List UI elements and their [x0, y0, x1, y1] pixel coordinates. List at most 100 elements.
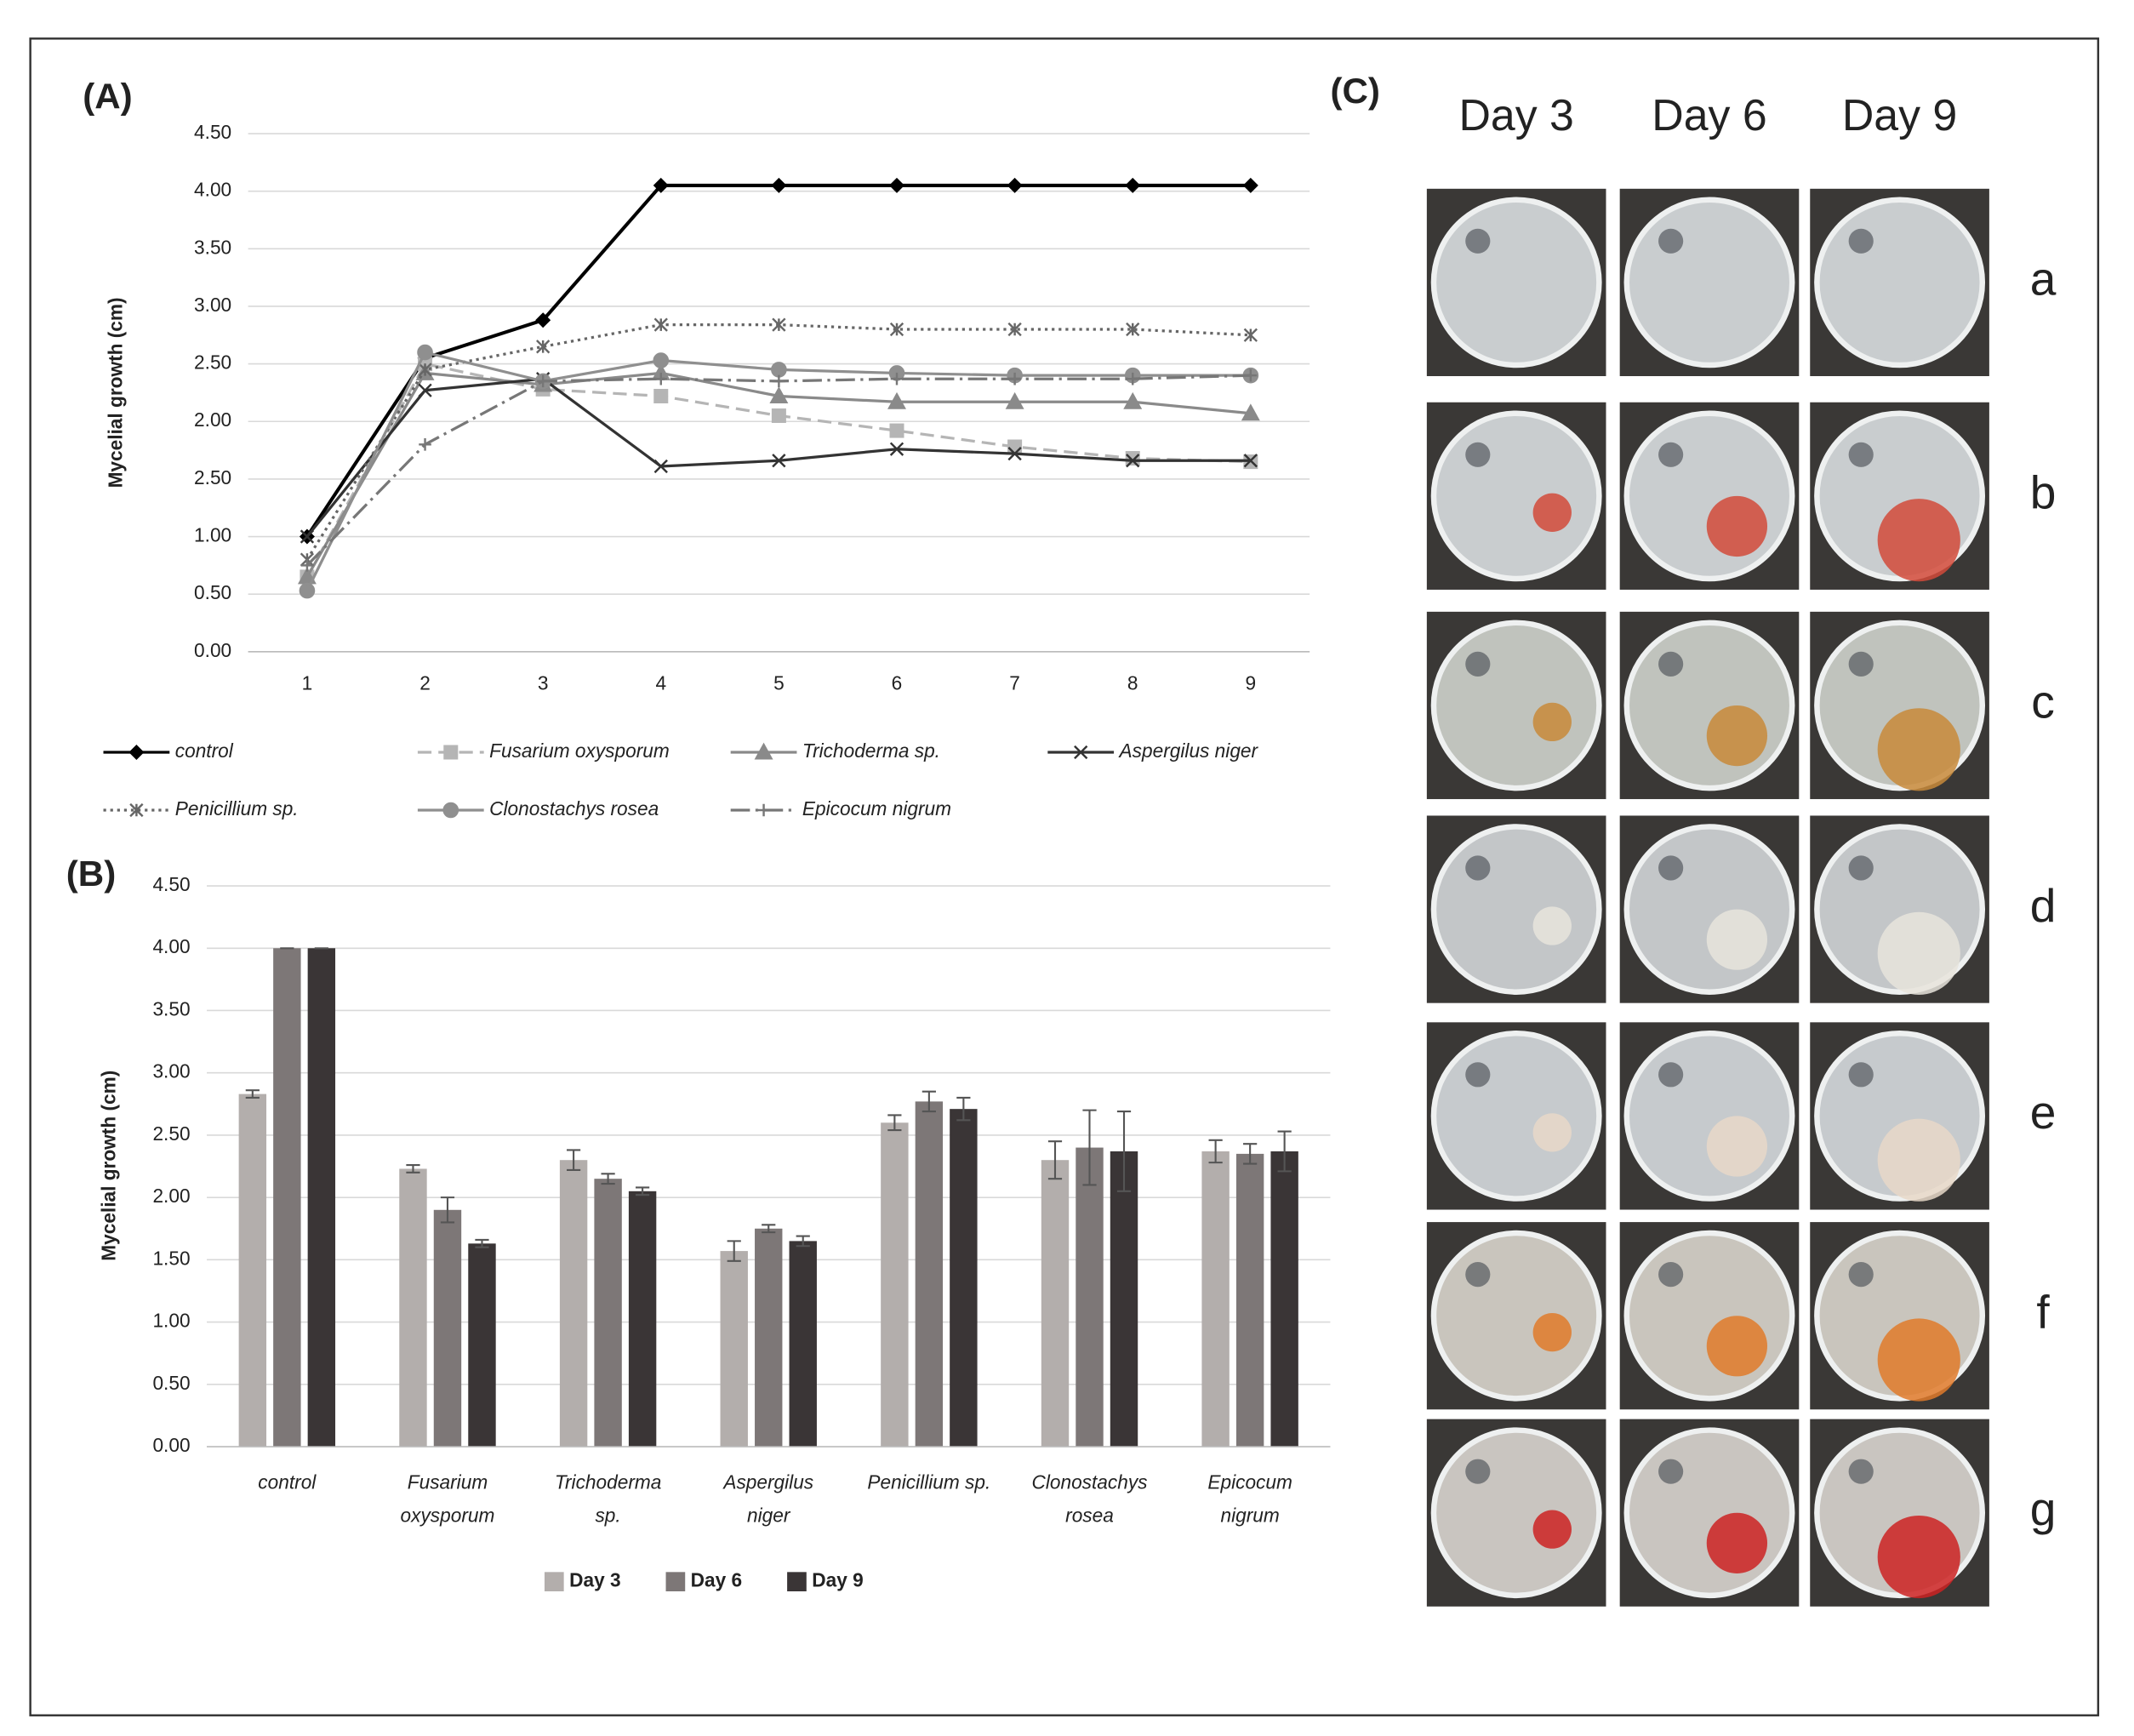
marker	[1243, 454, 1258, 468]
colony	[1877, 1515, 1960, 1599]
plate	[1430, 410, 1602, 582]
marker	[769, 386, 789, 403]
bar	[950, 1109, 978, 1447]
inoculum	[1848, 651, 1874, 677]
series-line	[305, 183, 1251, 538]
marker	[653, 352, 670, 368]
plate	[1814, 197, 1986, 368]
marker	[1008, 372, 1021, 385]
error-bar	[440, 1196, 455, 1224]
row-label: b	[2030, 465, 2057, 518]
panel-label: (B)	[66, 854, 116, 894]
marker	[772, 454, 786, 468]
column-label: Day 9	[1842, 90, 1957, 140]
legend-swatch	[544, 1572, 564, 1591]
plate	[1430, 1031, 1602, 1202]
marker	[418, 363, 432, 377]
colony	[1877, 1318, 1960, 1402]
x-tick-label-line: Clonostachys	[1031, 1471, 1147, 1493]
y-tick-label: 2.50	[152, 1122, 190, 1145]
x-tick-label-line: Penicillium sp.	[867, 1471, 990, 1493]
marker	[653, 317, 668, 332]
marker	[535, 312, 551, 328]
row-label: c	[2031, 676, 2055, 728]
inoculum	[1465, 228, 1491, 254]
colony	[1877, 708, 1960, 791]
bar	[307, 948, 336, 1447]
marker	[1123, 391, 1143, 409]
plate	[1623, 410, 1795, 582]
legend-label: Trichoderma sp.	[802, 740, 940, 762]
bar	[594, 1179, 622, 1447]
legend-swatch	[787, 1572, 807, 1591]
marker	[887, 391, 906, 409]
marker	[754, 742, 773, 760]
inoculum	[1465, 1459, 1491, 1484]
marker	[299, 582, 316, 599]
y-tick-label: 1.00	[194, 524, 231, 546]
bar	[559, 1160, 588, 1447]
colony	[1706, 1116, 1768, 1177]
bar	[1076, 1147, 1104, 1447]
error-bar	[727, 1240, 741, 1262]
bar	[399, 1168, 427, 1447]
y-tick-label: 2.00	[194, 408, 231, 431]
colony	[1532, 493, 1572, 532]
error-bar	[636, 1186, 650, 1196]
plate	[1623, 1427, 1795, 1599]
inoculum	[1848, 1062, 1874, 1088]
colony	[1706, 495, 1768, 557]
error-bar	[1047, 1140, 1063, 1180]
colony	[1706, 705, 1768, 767]
inoculum	[1848, 1459, 1874, 1484]
x-tick-label: 1	[302, 672, 313, 694]
y-tick-label: 3.50	[194, 236, 231, 258]
column-label: Day 6	[1652, 90, 1766, 140]
legend-label: Fusarium oxysporum	[489, 740, 670, 762]
inoculum	[1465, 442, 1491, 467]
error-bar	[762, 1224, 776, 1234]
marker	[442, 802, 459, 819]
series-line	[305, 323, 1251, 561]
marker	[1074, 745, 1088, 760]
inoculum	[1465, 651, 1491, 677]
legend-label: control	[175, 740, 234, 762]
error-bar	[475, 1238, 489, 1248]
inoculum	[1465, 855, 1491, 881]
marker	[889, 442, 904, 456]
inoculum	[1658, 651, 1684, 677]
x-tick-label-line: nigrum	[1220, 1505, 1279, 1527]
x-tick-label: Fusarium oxysporum	[401, 1471, 495, 1527]
plate	[1623, 824, 1795, 995]
marker	[1242, 177, 1258, 193]
legend-label: Clonostachys rosea	[489, 797, 659, 819]
error-bar	[1208, 1139, 1223, 1164]
y-tick-label: 4.00	[152, 935, 190, 957]
y-tick-label: 3.00	[152, 1060, 190, 1082]
marker	[1007, 322, 1022, 337]
marker	[443, 745, 459, 760]
y-tick-label: 3.50	[152, 997, 190, 1019]
inoculum	[1465, 1262, 1491, 1288]
x-tick-label: 6	[892, 672, 903, 694]
marker	[1125, 177, 1141, 193]
marker	[1126, 322, 1140, 337]
marker	[536, 340, 551, 354]
marker	[653, 459, 668, 474]
panel-label: (C)	[1330, 71, 1379, 111]
inoculum	[1658, 442, 1684, 467]
error-bar	[796, 1235, 810, 1248]
row-label: a	[2030, 252, 2057, 305]
marker	[1126, 454, 1140, 468]
x-tick-label: Penicillium sp.	[867, 1471, 990, 1493]
x-tick-label: 7	[1009, 672, 1020, 694]
x-tick-label: 8	[1127, 672, 1138, 694]
bar	[755, 1228, 783, 1447]
bar	[789, 1241, 817, 1447]
inoculum	[1848, 442, 1874, 467]
x-tick-label: control	[258, 1471, 317, 1493]
inoculum	[1658, 1262, 1684, 1288]
row-label: d	[2030, 879, 2057, 932]
y-tick-label: 0.50	[152, 1372, 190, 1394]
inoculum	[1848, 855, 1874, 881]
